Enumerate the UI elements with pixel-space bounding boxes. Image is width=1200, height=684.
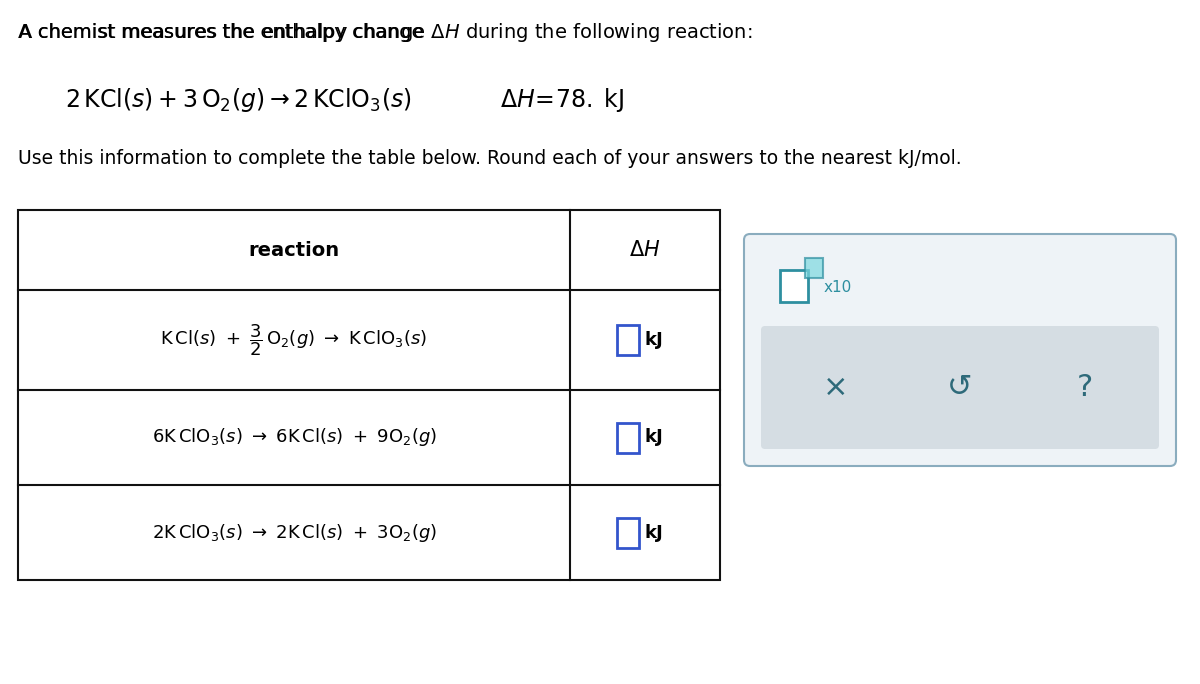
Text: ?: ? [1076, 373, 1093, 402]
Bar [780, 270, 808, 302]
Bar [805, 258, 823, 278]
Text: Use this information to complete the table below. Round each of your answers to : Use this information to complete the tab… [18, 148, 961, 168]
Bar [617, 518, 640, 547]
Text: $\mathrm{6K\,ClO}_3(s)\ \rightarrow\ \mathrm{6K\,Cl}(s)\ +\ \mathrm{9O}_2(g)$: $\mathrm{6K\,ClO}_3(s)\ \rightarrow\ \ma… [151, 427, 437, 449]
Text: A chemist measures the enthalpy change $\Delta\mathit{H}$ during the following r: A chemist measures the enthalpy change $… [18, 21, 752, 44]
Text: reaction: reaction [248, 241, 340, 259]
Bar [617, 325, 640, 355]
Text: $\mathrm{2K\,ClO}_3(s)\ \rightarrow\ \mathrm{2K\,Cl}(s)\ +\ \mathrm{3O}_2(g)$: $\mathrm{2K\,ClO}_3(s)\ \rightarrow\ \ma… [151, 521, 437, 544]
Text: $2\,\mathrm{KCl}(s) + 3\,\mathrm{O}_2(g){\rightarrow}2\,\mathrm{KClO}_3(s)$: $2\,\mathrm{KCl}(s) + 3\,\mathrm{O}_2(g)… [65, 86, 412, 114]
FancyBboxPatch shape [761, 326, 1159, 449]
Text: ×: × [822, 373, 848, 402]
Text: $\Delta H\!=\!78.\;\mathrm{kJ}$: $\Delta H\!=\!78.\;\mathrm{kJ}$ [500, 86, 624, 114]
Text: A chemist measures the enthalpy change: A chemist measures the enthalpy change [18, 23, 430, 42]
Bar [617, 423, 640, 453]
Text: ↺: ↺ [947, 373, 973, 402]
Text: kJ: kJ [646, 428, 664, 447]
Text: kJ: kJ [646, 331, 664, 349]
Text: kJ: kJ [646, 523, 664, 542]
Bar [18, 210, 720, 580]
Text: $\mathrm{K\,Cl}(s)\ +\ \dfrac{3}{2}\,\mathrm{O}_2(g)\ \rightarrow\ \mathrm{K\,Cl: $\mathrm{K\,Cl}(s)\ +\ \dfrac{3}{2}\,\ma… [161, 322, 427, 358]
Text: $\Delta H$: $\Delta H$ [629, 240, 661, 260]
Text: x10: x10 [824, 280, 852, 295]
FancyBboxPatch shape [744, 234, 1176, 466]
